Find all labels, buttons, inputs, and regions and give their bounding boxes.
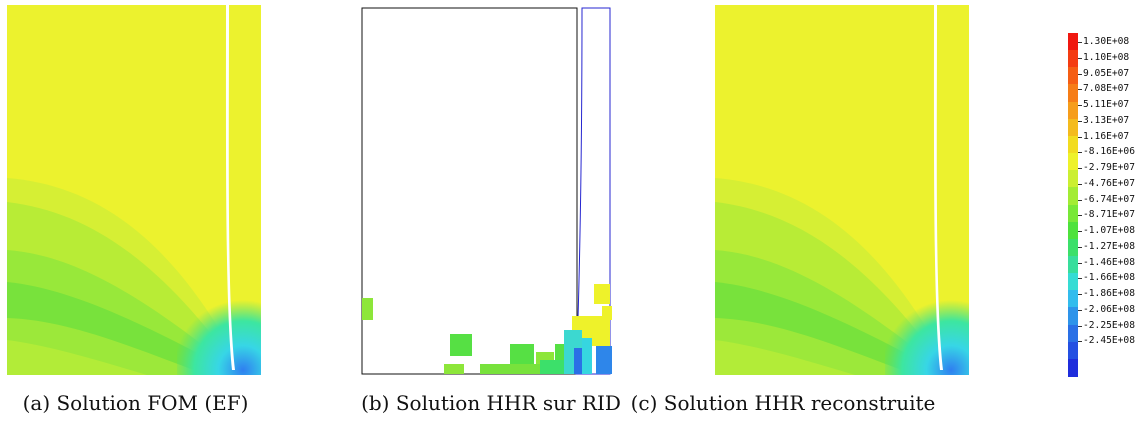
- colorbar-label: 1.30E+08: [1083, 36, 1130, 47]
- colorbar-segment: [1068, 324, 1078, 343]
- colorbar-label: -1.27E+08: [1083, 240, 1135, 252]
- colorbar-tick: [1078, 168, 1082, 169]
- colorbar-segment: [1068, 101, 1078, 120]
- colorbar-tick: [1078, 105, 1082, 106]
- colorbar-tick: [1078, 246, 1082, 248]
- colorbar-tick: [1078, 262, 1082, 264]
- colorbar-segment: [1068, 153, 1078, 171]
- rid-field-plot: [361, 7, 612, 375]
- colorbar-segment: [1068, 273, 1078, 291]
- colorbar-label: 1.16E+07: [1083, 130, 1130, 142]
- colorbar-label: -1.46E+08: [1083, 256, 1135, 268]
- colorbar-segment: [1068, 135, 1078, 154]
- colorbar-tick: [1078, 215, 1082, 217]
- colorbar-segment: [1068, 204, 1078, 223]
- colorbar-tick: [1078, 309, 1082, 311]
- colorbar-segment: [1068, 255, 1078, 274]
- colorbar-tick: [1078, 183, 1082, 185]
- colorbar-segment: [1068, 170, 1078, 188]
- colorbar-label: -2.45E+08: [1083, 335, 1135, 347]
- colorbar-segment: [1068, 358, 1078, 377]
- colorbar-label: -4.76E+07: [1083, 177, 1135, 189]
- colorbar-tick: [1078, 57, 1082, 59]
- colorbar-label: -2.25E+08: [1083, 319, 1135, 331]
- colorbar-label: -6.74E+07: [1083, 193, 1135, 205]
- colorbar-segment: [1068, 118, 1078, 137]
- colorbar-segment: [1068, 238, 1078, 257]
- colorbar-tick: [1078, 199, 1082, 201]
- colorbar-label: -2.06E+08: [1083, 303, 1135, 315]
- colorbar: [1068, 33, 1078, 377]
- caption-reconstructed: (c) Solution HHR reconstruite: [630, 391, 936, 415]
- colorbar-label: 1.10E+08: [1083, 51, 1130, 63]
- colorbar-segment: [1068, 84, 1078, 103]
- colorbar-label: -1.07E+08: [1083, 225, 1135, 236]
- colorbar-tick: [1078, 136, 1082, 138]
- colorbar-label: -1.66E+08: [1083, 272, 1135, 284]
- colorbar-tick: [1078, 325, 1082, 327]
- colorbar-tick: [1078, 89, 1082, 91]
- colorbar-label: 5.11E+07: [1083, 99, 1130, 110]
- caption-rid: (b) Solution HHR sur RID: [361, 391, 621, 415]
- colorbar-tick: [1078, 152, 1082, 154]
- colorbar-label: 7.08E+07: [1083, 83, 1130, 95]
- colorbar-segment: [1068, 221, 1078, 240]
- colorbar-segment: [1068, 50, 1078, 68]
- colorbar-tick: [1078, 341, 1082, 343]
- colorbar-tick: [1078, 120, 1082, 122]
- colorbar-tick: [1078, 231, 1082, 232]
- caption-fom: (a) Solution FOM (EF): [22, 391, 249, 415]
- colorbar-segment: [1068, 307, 1078, 326]
- colorbar-label: -8.71E+07: [1083, 209, 1135, 221]
- colorbar-segment: [1068, 187, 1078, 206]
- colorbar-tick: [1078, 278, 1082, 280]
- colorbar-label: 9.05E+07: [1083, 67, 1130, 79]
- colorbar-label: 3.13E+07: [1083, 114, 1130, 126]
- colorbar-label: -8.16E+06: [1083, 146, 1135, 158]
- colorbar-segment: [1068, 341, 1078, 360]
- reconstructed-field-plot: [715, 5, 969, 375]
- colorbar-label: -1.86E+08: [1083, 288, 1135, 299]
- colorbar-segment: [1068, 33, 1078, 51]
- colorbar-label: -2.79E+07: [1083, 162, 1135, 173]
- fom-field-plot: [7, 5, 261, 375]
- colorbar-tick: [1078, 42, 1082, 43]
- colorbar-segment: [1068, 67, 1078, 86]
- colorbar-tick: [1078, 73, 1082, 75]
- colorbar-tick: [1078, 294, 1082, 295]
- colorbar-segment: [1068, 290, 1078, 308]
